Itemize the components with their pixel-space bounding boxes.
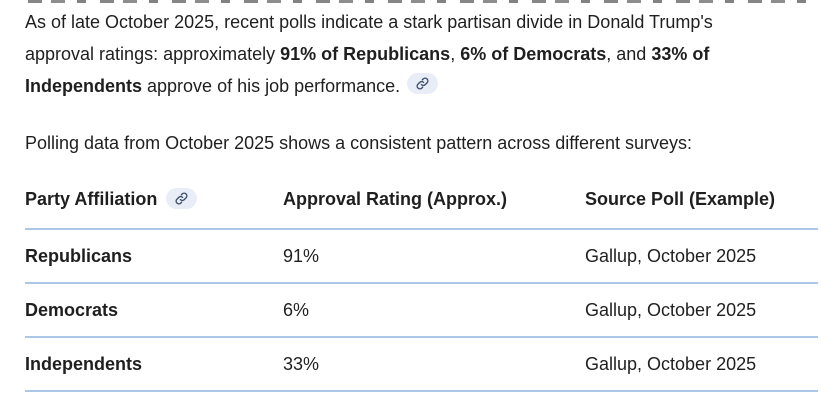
intro-bold-independents: 33% of Independents <box>25 44 710 96</box>
intro-paragraph: As of late October 2025, recent polls in… <box>25 6 808 102</box>
intro-text-segment: approve of his job performance. <box>142 76 401 96</box>
table-header-row: Party Affiliation Approval Rating (Appro… <box>25 188 818 230</box>
cell-approval: 91% <box>283 229 585 284</box>
column-header-approval: Approval Rating (Approx.) <box>283 188 585 230</box>
cell-party: Democrats <box>25 283 283 338</box>
subtitle-paragraph: Polling data from October 2025 shows a c… <box>25 133 693 153</box>
intro-text-segment: , and <box>606 44 652 64</box>
intro-text-segment: As of late October 2025, recent polls in… <box>25 12 713 64</box>
citation-link-button[interactable] <box>407 73 439 94</box>
link-icon <box>175 192 188 205</box>
cell-approval: 6% <box>283 283 585 338</box>
cell-party: Republicans <box>25 229 283 284</box>
intro-text-segment: , <box>450 44 461 64</box>
table-row: Republicans 91% Gallup, October 2025 <box>25 229 818 284</box>
cell-party: Independents <box>25 337 283 392</box>
table-header: Party Affiliation Approval Rating (Appro… <box>25 188 818 230</box>
table-row: Independents 33% Gallup, October 2025 <box>25 337 818 392</box>
link-icon <box>416 77 429 90</box>
cell-approval: 33% <box>283 337 585 392</box>
cell-source: Gallup, October 2025 <box>585 283 818 338</box>
answer-body: As of late October 2025, recent polls in… <box>25 6 818 392</box>
intro-bold-democrats: 6% of Democrats <box>460 44 607 64</box>
table-row: Democrats 6% Gallup, October 2025 <box>25 283 818 338</box>
table-body: Republicans 91% Gallup, October 2025 Dem… <box>25 229 818 392</box>
cell-source: Gallup, October 2025 <box>585 337 818 392</box>
cell-source: Gallup, October 2025 <box>585 229 818 284</box>
polling-table: Party Affiliation Approval Rating (Appro… <box>25 188 818 392</box>
citation-link-button[interactable] <box>166 188 198 209</box>
intro-bold-republicans: 91% of Republicans <box>280 44 451 64</box>
cropped-text-artifact <box>28 0 820 3</box>
column-header-label: Party Affiliation <box>25 189 158 209</box>
column-header-source: Source Poll (Example) <box>585 188 818 230</box>
column-header-party: Party Affiliation <box>25 188 283 230</box>
